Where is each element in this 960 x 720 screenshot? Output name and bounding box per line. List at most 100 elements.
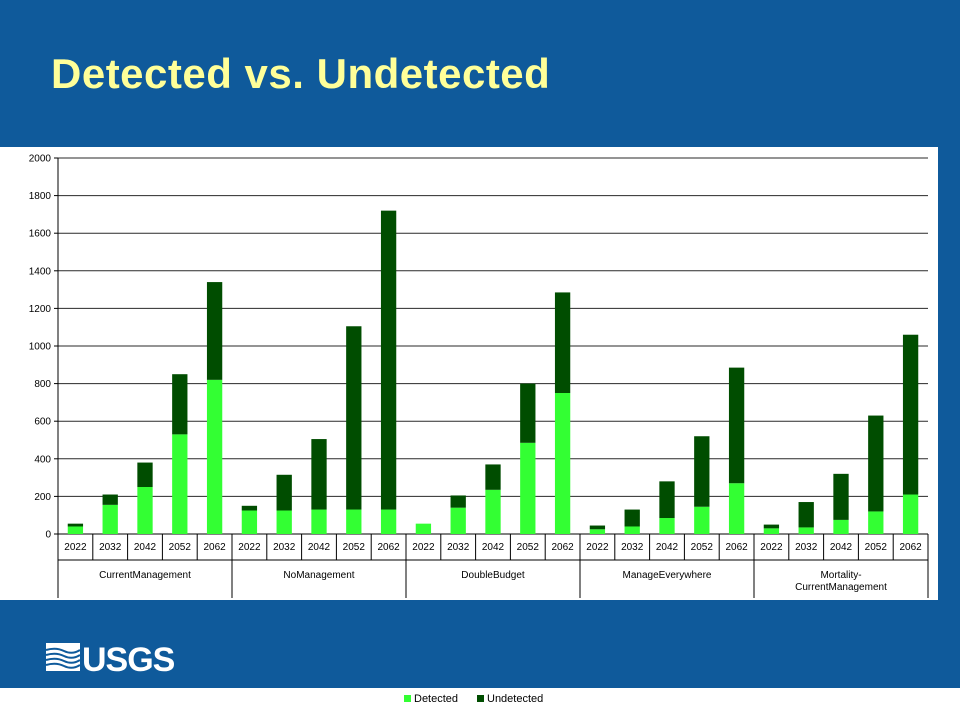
usgs-logo: USGS bbox=[44, 638, 176, 681]
group-label: CurrentManagement bbox=[795, 582, 887, 593]
bar-detected bbox=[172, 434, 188, 534]
x-tick-label: 2062 bbox=[899, 542, 922, 553]
bar-undetected bbox=[798, 502, 814, 528]
x-tick-label: 2022 bbox=[586, 542, 609, 553]
y-tick-label: 1000 bbox=[29, 342, 52, 353]
bar-detected bbox=[137, 487, 153, 534]
legend-label: Undetected bbox=[487, 693, 543, 705]
bar-undetected bbox=[868, 415, 884, 512]
x-tick-label: 2052 bbox=[169, 542, 192, 553]
y-tick-label: 600 bbox=[34, 417, 51, 428]
y-tick-label: 400 bbox=[34, 454, 51, 465]
bar-undetected bbox=[311, 439, 327, 510]
x-tick-label: 2032 bbox=[447, 542, 470, 553]
bar-undetected bbox=[102, 494, 118, 505]
bar-undetected bbox=[728, 367, 745, 484]
x-tick-label: 2032 bbox=[621, 542, 644, 553]
x-tick-label: 2042 bbox=[134, 542, 157, 553]
y-tick-label: 0 bbox=[45, 530, 51, 541]
bar-detected bbox=[485, 489, 501, 534]
bar-detected bbox=[241, 510, 258, 534]
x-tick-label: 2042 bbox=[830, 542, 853, 553]
bar-detected bbox=[902, 494, 919, 534]
usgs-logo-text: USGS bbox=[82, 641, 174, 676]
x-tick-label: 2032 bbox=[99, 542, 122, 553]
bar-undetected bbox=[450, 495, 466, 508]
bar-detected bbox=[415, 523, 432, 534]
y-tick-label: 1600 bbox=[29, 229, 52, 240]
y-tick-label: 1400 bbox=[29, 266, 52, 277]
usgs-wave-icon bbox=[45, 643, 81, 671]
x-tick-label: 2062 bbox=[203, 542, 226, 553]
bar-detected bbox=[346, 509, 362, 534]
bar-detected bbox=[763, 528, 780, 534]
x-tick-label: 2062 bbox=[377, 542, 400, 553]
x-tick-label: 2052 bbox=[343, 542, 366, 553]
x-tick-label: 2032 bbox=[795, 542, 818, 553]
bar-undetected bbox=[624, 509, 640, 527]
bar-undetected bbox=[659, 481, 675, 519]
x-tick-label: 2042 bbox=[656, 542, 679, 553]
x-tick-label: 2022 bbox=[760, 542, 783, 553]
bar-undetected bbox=[694, 436, 710, 507]
x-tick-label: 2042 bbox=[308, 542, 331, 553]
bar-detected bbox=[624, 526, 640, 534]
y-tick-label: 800 bbox=[34, 379, 51, 390]
bar-detected bbox=[833, 519, 849, 534]
bar-undetected bbox=[241, 505, 258, 511]
x-tick-label: 2052 bbox=[865, 542, 888, 553]
y-tick-label: 1200 bbox=[29, 304, 52, 315]
x-tick-label: 2062 bbox=[725, 542, 748, 553]
bar-detected bbox=[67, 526, 84, 534]
group-label: DoubleBudget bbox=[461, 570, 525, 581]
bar-detected bbox=[554, 393, 571, 534]
bar-undetected bbox=[554, 292, 571, 393]
bar-undetected bbox=[902, 334, 919, 495]
bar-undetected bbox=[346, 326, 362, 510]
bar-detected bbox=[589, 529, 606, 534]
x-tick-label: 2022 bbox=[238, 542, 261, 553]
group-label: ManageEverywhere bbox=[623, 570, 712, 581]
bar-undetected bbox=[380, 210, 397, 510]
bar-undetected bbox=[763, 524, 780, 529]
bar-undetected bbox=[172, 374, 188, 435]
bar-detected bbox=[868, 511, 884, 534]
bar-detected bbox=[206, 379, 223, 534]
x-tick-label: 2062 bbox=[551, 542, 574, 553]
y-tick-label: 2000 bbox=[29, 154, 52, 165]
bar-detected bbox=[520, 442, 536, 534]
x-tick-label: 2052 bbox=[517, 542, 540, 553]
bar-detected bbox=[380, 509, 397, 534]
bar-detected bbox=[694, 506, 710, 534]
bar-undetected bbox=[520, 383, 536, 443]
bar-undetected bbox=[137, 462, 153, 487]
legend-swatch bbox=[404, 695, 411, 702]
bar-undetected bbox=[206, 282, 223, 380]
bar-detected bbox=[798, 527, 814, 534]
bar-undetected bbox=[485, 464, 501, 490]
group-label: CurrentManagement bbox=[99, 570, 191, 581]
y-tick-label: 1800 bbox=[29, 191, 52, 202]
bar-detected bbox=[311, 509, 327, 534]
bar-detected bbox=[102, 504, 118, 534]
group-label: NoManagement bbox=[283, 570, 354, 581]
x-tick-label: 2032 bbox=[273, 542, 296, 553]
bar-detected bbox=[659, 518, 675, 534]
bar-undetected bbox=[833, 473, 849, 520]
bar-detected bbox=[450, 507, 466, 534]
legend-box bbox=[0, 688, 960, 720]
x-tick-label: 2042 bbox=[482, 542, 505, 553]
bar-undetected bbox=[67, 523, 84, 527]
bar-detected bbox=[276, 510, 292, 534]
legend-label: Detected bbox=[414, 693, 458, 705]
bar-undetected bbox=[276, 474, 292, 511]
x-tick-label: 2052 bbox=[691, 542, 714, 553]
legend-swatch bbox=[477, 695, 484, 702]
group-label: Mortality- bbox=[820, 570, 861, 581]
x-tick-label: 2022 bbox=[64, 542, 87, 553]
y-tick-label: 200 bbox=[34, 492, 51, 503]
bar-detected bbox=[728, 483, 745, 534]
slide-title: Detected vs. Undetected bbox=[51, 50, 551, 97]
bar-undetected bbox=[589, 525, 606, 530]
